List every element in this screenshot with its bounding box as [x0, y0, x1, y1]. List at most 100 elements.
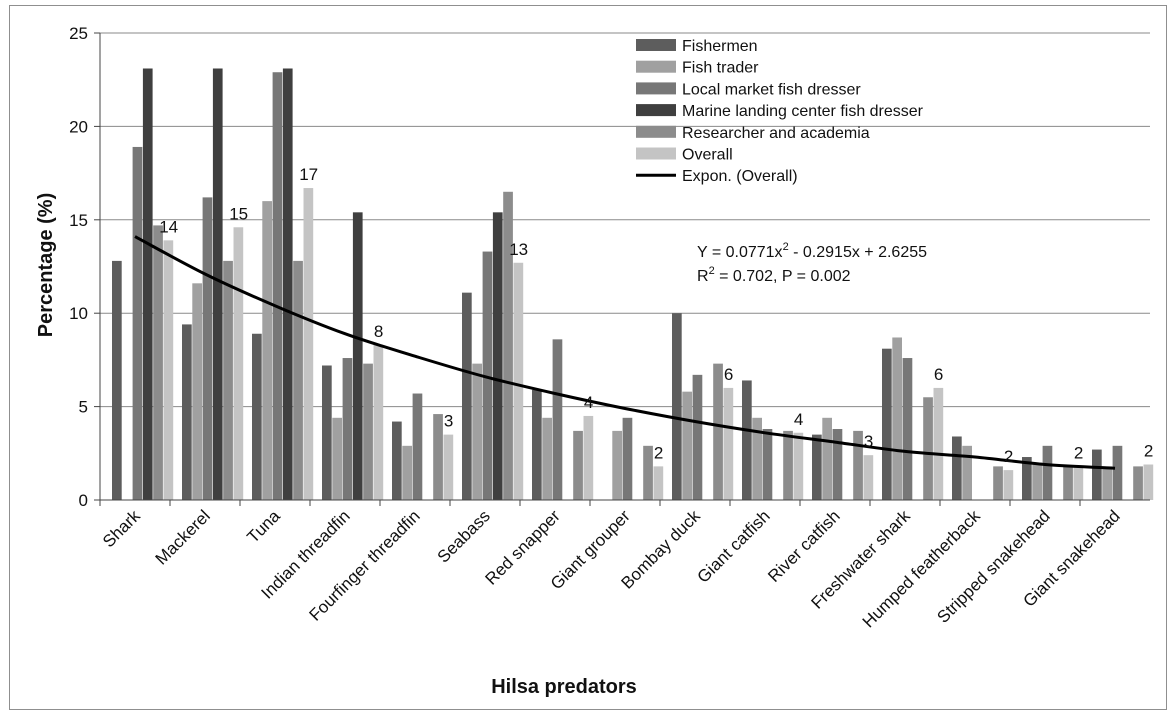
bar [363, 363, 373, 500]
legend-label-trendline: Expon. (Overall) [682, 168, 798, 185]
legend-swatch [636, 39, 676, 51]
bar [272, 72, 283, 500]
bar [1022, 457, 1032, 500]
bar [1042, 445, 1053, 500]
bar [212, 68, 223, 500]
bar [902, 358, 913, 500]
bar [863, 455, 874, 500]
equation-line-2: R2 = 0.702, P = 0.002 [697, 265, 851, 285]
bar [132, 146, 143, 500]
bar [443, 434, 454, 500]
bar [262, 201, 272, 500]
bar [1143, 464, 1154, 500]
data-label: 2 [1004, 447, 1013, 466]
bar [762, 429, 773, 500]
bar [713, 363, 723, 500]
bar [822, 417, 832, 500]
legend-swatch [636, 82, 676, 95]
bar [342, 358, 353, 500]
x-tick-label: Shark [99, 506, 144, 551]
bar [812, 434, 822, 500]
legend-label: Overall [682, 147, 733, 164]
bar [402, 445, 412, 500]
bar [192, 283, 202, 500]
bar [892, 337, 902, 500]
data-labels: 14 15 17 8 3 13 4 2 6 4 3 6 2 2 2 [159, 165, 1153, 466]
bars [112, 68, 1154, 501]
legend-label: Fish trader [682, 60, 759, 77]
bar [962, 445, 972, 500]
bar [1003, 470, 1014, 500]
legend-label: Researcher and academia [682, 125, 870, 142]
x-axis-title: Hilsa predators [491, 676, 637, 698]
bar [412, 393, 423, 500]
bar [993, 466, 1003, 500]
bar [933, 387, 944, 500]
data-label: 15 [229, 204, 248, 223]
bar [252, 333, 262, 500]
bar [853, 430, 863, 500]
legend-label: Local market fish dresser [682, 81, 861, 98]
y-tick-label: 0 [79, 491, 88, 510]
x-tick-label: Tuna [243, 506, 284, 547]
bar [723, 387, 734, 500]
bar [622, 417, 633, 500]
data-label: 3 [444, 412, 453, 431]
bar [682, 391, 692, 500]
bar [923, 397, 933, 500]
data-label: 2 [1144, 442, 1153, 461]
bar [433, 414, 443, 500]
bar [692, 374, 703, 500]
legend-label: Marine landing center fish dresser [682, 103, 924, 120]
x-tick-label: Mackerel [152, 506, 214, 568]
bar [793, 432, 804, 500]
bar [352, 212, 363, 500]
legend-swatch [636, 60, 676, 73]
bar [1032, 462, 1042, 500]
bar [482, 251, 493, 500]
bar [1102, 466, 1112, 500]
data-label: 2 [654, 443, 663, 462]
bar [672, 313, 682, 500]
bar [112, 260, 122, 500]
data-label: 4 [584, 393, 593, 412]
bar [573, 430, 583, 500]
bar [142, 68, 153, 500]
bar [182, 324, 192, 500]
x-tick-label: Giant catfish [694, 506, 774, 586]
bar [1133, 466, 1143, 500]
bar [233, 227, 244, 500]
y-tick-label: 10 [69, 304, 88, 323]
y-tick-label: 20 [69, 117, 88, 136]
bar [303, 188, 314, 500]
bar [832, 429, 843, 500]
bar [293, 260, 303, 500]
bar [392, 421, 402, 500]
legend-swatch [636, 147, 676, 160]
bar [882, 348, 892, 500]
bar [373, 344, 384, 500]
bar [223, 260, 233, 500]
y-tick-label: 5 [79, 398, 88, 417]
bar [322, 365, 332, 500]
trendline [134, 235, 1116, 470]
bar [503, 191, 513, 500]
bar [153, 225, 163, 501]
data-label: 17 [299, 165, 318, 184]
bar [643, 445, 653, 500]
legend-swatch [636, 104, 676, 117]
bar [1092, 449, 1102, 500]
bar [513, 262, 524, 500]
bar [1063, 466, 1073, 500]
bar [462, 292, 472, 500]
bar [653, 466, 664, 500]
x-tick-label: Humped featherback [859, 506, 984, 631]
bar [552, 339, 563, 500]
y-tick-label: 15 [69, 211, 88, 230]
bar [1073, 466, 1084, 500]
y-tick-labels: 0 5 10 15 20 25 [69, 24, 100, 510]
x-tick-label: Seabass [434, 506, 494, 566]
bar [202, 197, 213, 500]
legend-swatch [636, 125, 676, 138]
